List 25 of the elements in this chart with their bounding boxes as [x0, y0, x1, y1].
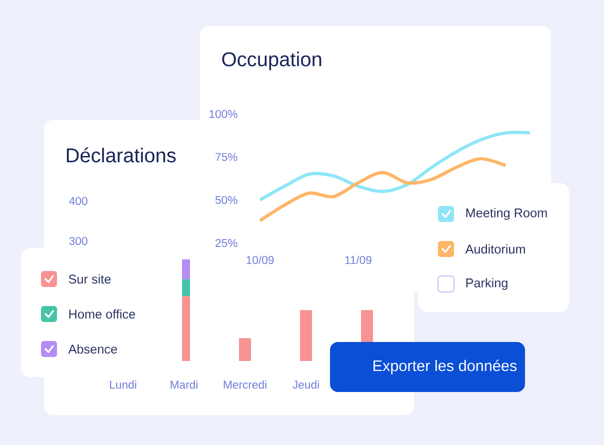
- chart-title: Occupation: [222, 52, 322, 70]
- legend-label: Absence: [68, 344, 117, 354]
- legend-label: Home office: [69, 309, 136, 319]
- y-tick-label: 25%: [216, 238, 238, 247]
- line-series: [258, 157, 508, 222]
- y-tick-label: 100%: [210, 110, 238, 118]
- x-tick-label: 10/09: [246, 256, 274, 264]
- legend-label: Meeting Room: [466, 208, 547, 220]
- legend-label: Parking: [466, 278, 508, 290]
- x-tick-label: Jeudi: [292, 380, 319, 389]
- y-tick-label: 400: [69, 196, 88, 205]
- bar: [300, 310, 312, 361]
- x-tick-label: Lundi: [110, 380, 136, 389]
- legend-label: Auditorium: [465, 244, 525, 254]
- annotation: Exporter les données: [374, 360, 517, 374]
- y-tick-label: 75%: [216, 153, 238, 161]
- line-series: [258, 130, 532, 202]
- x-tick-label: Mardi: [170, 380, 198, 389]
- y-tick-label: 300: [69, 236, 88, 245]
- legend-label: Sur site: [68, 274, 111, 284]
- y-tick-label: 50%: [215, 196, 238, 204]
- chart-title: Déclarations: [66, 148, 176, 162]
- x-tick-label: 11/09: [345, 256, 372, 264]
- bar: [239, 338, 252, 361]
- x-tick-label: Mercredi: [224, 380, 266, 389]
